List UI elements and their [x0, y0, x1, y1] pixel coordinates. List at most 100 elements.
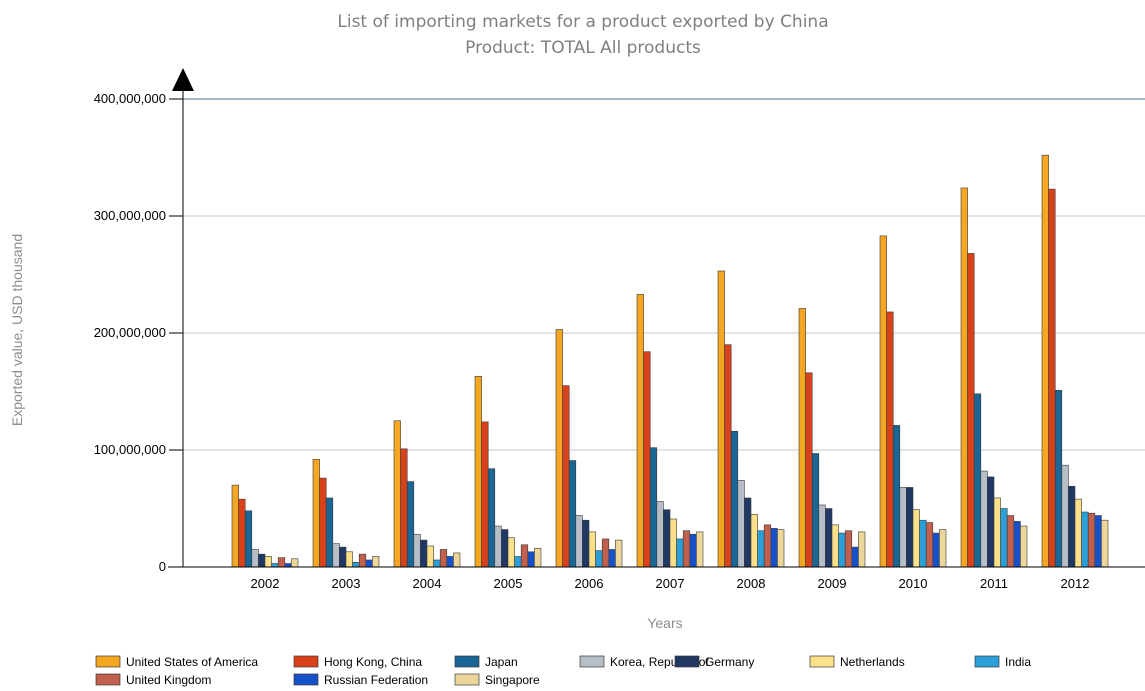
legend-label: United States of America	[126, 655, 258, 669]
bar	[453, 552, 461, 568]
legend-label: Japan	[485, 655, 518, 669]
bar	[352, 562, 360, 568]
y-axis-ticks: 0 100,000,000 200,000,000 300,000,000 400,00…	[94, 91, 183, 574]
bar	[757, 530, 765, 568]
bar	[939, 529, 947, 568]
y-axis-label: Exported value, USD thousand	[9, 234, 25, 426]
bar	[750, 514, 758, 568]
bar	[899, 487, 907, 568]
bar	[231, 484, 239, 568]
bar	[689, 533, 697, 568]
bar	[1081, 511, 1089, 568]
legend-swatch	[293, 673, 319, 686]
bar	[858, 531, 866, 568]
legend-item: Germany	[674, 655, 754, 669]
x-tick-label: 2012	[1061, 576, 1090, 591]
legend-swatch	[95, 673, 121, 686]
legend-item: Hong Kong, China	[293, 655, 422, 669]
legend-swatch	[674, 655, 700, 668]
bar	[737, 480, 745, 568]
bar	[960, 187, 968, 568]
bar	[345, 551, 353, 568]
legend-item: Japan	[454, 655, 518, 669]
bar	[481, 421, 489, 568]
bar	[973, 393, 982, 568]
bar	[312, 459, 320, 568]
x-tick-label: 2004	[413, 576, 442, 591]
legend-swatch	[95, 655, 121, 668]
bar	[534, 547, 542, 568]
bar	[811, 453, 820, 568]
y-tick-label: 0	[159, 559, 166, 574]
legend-label: United Kingdom	[126, 673, 211, 687]
bar	[615, 539, 623, 568]
bar	[562, 385, 570, 568]
bar	[520, 544, 529, 568]
y-tick-label: 100,000,000	[94, 442, 166, 457]
bar	[372, 556, 380, 568]
bar	[912, 509, 920, 568]
bar	[663, 509, 671, 568]
chart-title: List of importing markets for a product …	[337, 12, 828, 32]
legend-swatch	[579, 655, 605, 668]
bar	[400, 448, 408, 568]
legend-swatch	[809, 655, 835, 668]
bar	[838, 532, 846, 568]
bar	[527, 551, 535, 568]
bar	[238, 498, 246, 568]
bar	[1068, 485, 1076, 568]
bar	[770, 528, 778, 568]
bar	[669, 518, 677, 568]
bar	[1074, 498, 1082, 568]
x-tick-label: 2005	[494, 576, 523, 591]
bar	[588, 531, 596, 568]
bar	[967, 253, 975, 568]
bar	[1020, 525, 1028, 568]
bar	[844, 530, 853, 568]
legend: United States of America Hong Kong, China…	[95, 655, 1031, 687]
legend-label: Germany	[705, 655, 754, 669]
x-axis-label: Years	[647, 615, 682, 631]
bar	[406, 481, 415, 568]
bar	[987, 476, 995, 568]
bar	[717, 270, 725, 568]
bar	[291, 558, 299, 568]
bar	[724, 344, 732, 568]
bar	[682, 530, 691, 568]
bar	[413, 533, 421, 568]
bar	[608, 549, 616, 568]
bar	[1000, 508, 1008, 568]
bar	[494, 525, 502, 568]
legend-swatch	[454, 673, 480, 686]
bar	[501, 529, 509, 568]
y-tick-label: 400,000,000	[94, 91, 166, 106]
legend-item: Singapore	[454, 673, 540, 687]
legend-label: Netherlands	[840, 655, 905, 669]
axes	[168, 68, 1145, 568]
bar	[595, 550, 603, 568]
bar	[805, 372, 813, 568]
bar	[277, 557, 286, 568]
bar	[1061, 464, 1069, 568]
bar	[763, 524, 772, 568]
bar	[507, 537, 515, 568]
bar	[831, 524, 839, 568]
bar	[251, 549, 259, 568]
bar	[555, 329, 563, 568]
bar	[332, 543, 340, 568]
bar	[879, 235, 887, 568]
bar	[319, 477, 327, 568]
bar	[358, 553, 367, 568]
x-tick-label: 2008	[737, 576, 766, 591]
x-tick-label: 2002	[251, 576, 280, 591]
bar	[932, 532, 940, 568]
bar	[339, 546, 347, 568]
legend-item: India	[974, 655, 1031, 669]
legend-label: Hong Kong, China	[324, 655, 422, 669]
bar	[744, 497, 752, 568]
bar	[777, 529, 785, 568]
x-tick-label: 2007	[656, 576, 685, 591]
legend-swatch	[293, 655, 319, 668]
y-tick-label: 200,000,000	[94, 325, 166, 340]
